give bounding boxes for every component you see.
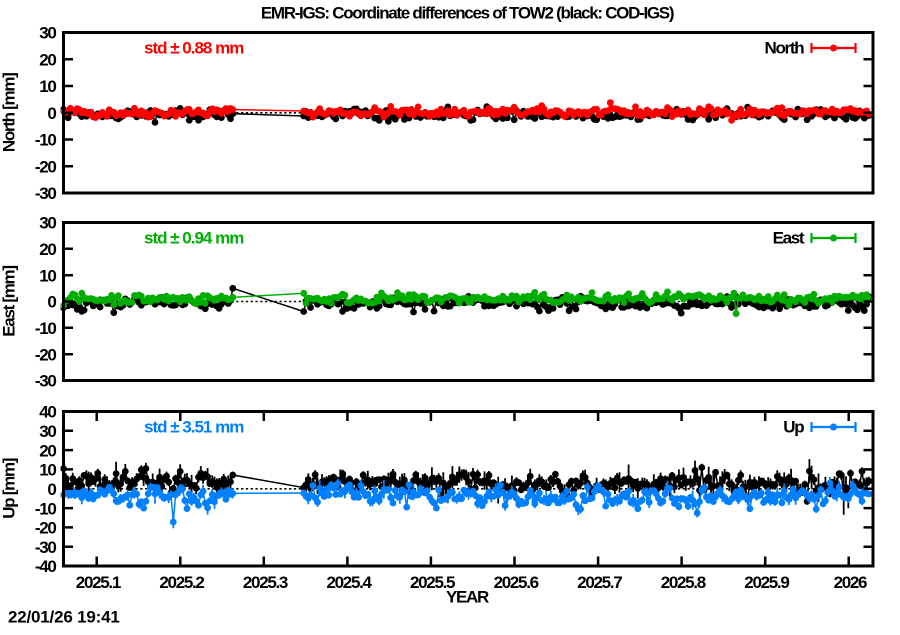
svg-text:30: 30 [39,214,56,233]
svg-text:20: 20 [39,240,56,259]
svg-text:-40: -40 [35,557,57,576]
svg-text:10: 10 [39,77,56,96]
svg-text:-20: -20 [35,519,57,538]
svg-text:-10: -10 [35,499,57,518]
svg-text:2025.7: 2025.7 [577,573,622,592]
svg-text:Up: Up [783,418,804,437]
svg-text:20: 20 [39,441,56,460]
svg-text:22/01/26 19:41: 22/01/26 19:41 [8,608,120,627]
svg-text:East [mm]: East [mm] [0,266,19,337]
svg-text:-10: -10 [35,319,57,338]
svg-text:East: East [773,229,805,248]
svg-text:North: North [764,39,804,58]
svg-text:30: 30 [39,422,56,441]
svg-text:2025.2: 2025.2 [159,573,204,592]
svg-text:0: 0 [47,480,56,499]
svg-text:-20: -20 [35,157,57,176]
svg-text:10: 10 [39,266,56,285]
svg-text:-10: -10 [35,131,57,150]
svg-text:30: 30 [39,24,56,43]
svg-text:2026: 2026 [834,573,867,592]
svg-text:EMR-IGS: Coordinate difference: EMR-IGS: Coordinate differences of TOW2 … [261,3,674,22]
svg-text:0: 0 [47,104,56,123]
svg-text:2025.4: 2025.4 [326,573,372,592]
svg-text:std ± 0.88 mm: std ± 0.88 mm [144,39,244,58]
svg-text:-30: -30 [35,184,57,203]
svg-text:2025.3: 2025.3 [243,573,288,592]
svg-text:-30: -30 [35,372,57,391]
svg-text:std ± 3.51 mm: std ± 3.51 mm [144,418,244,437]
svg-text:40: 40 [39,403,56,422]
svg-text:Up [mm]: Up [mm] [0,458,19,518]
svg-text:-30: -30 [35,538,57,557]
svg-text:YEAR: YEAR [446,588,489,607]
svg-text:2025.8: 2025.8 [661,573,706,592]
svg-text:10: 10 [39,461,56,480]
svg-text:North [mm]: North [mm] [0,73,19,152]
svg-text:2025.9: 2025.9 [744,573,789,592]
svg-text:20: 20 [39,51,56,70]
svg-text:-20: -20 [35,345,57,364]
svg-text:2025.1: 2025.1 [76,573,121,592]
svg-text:2025.6: 2025.6 [494,573,539,592]
svg-text:std ± 0.94 mm: std ± 0.94 mm [144,229,244,248]
svg-text:2025.5: 2025.5 [410,573,455,592]
svg-text:0: 0 [47,293,56,312]
